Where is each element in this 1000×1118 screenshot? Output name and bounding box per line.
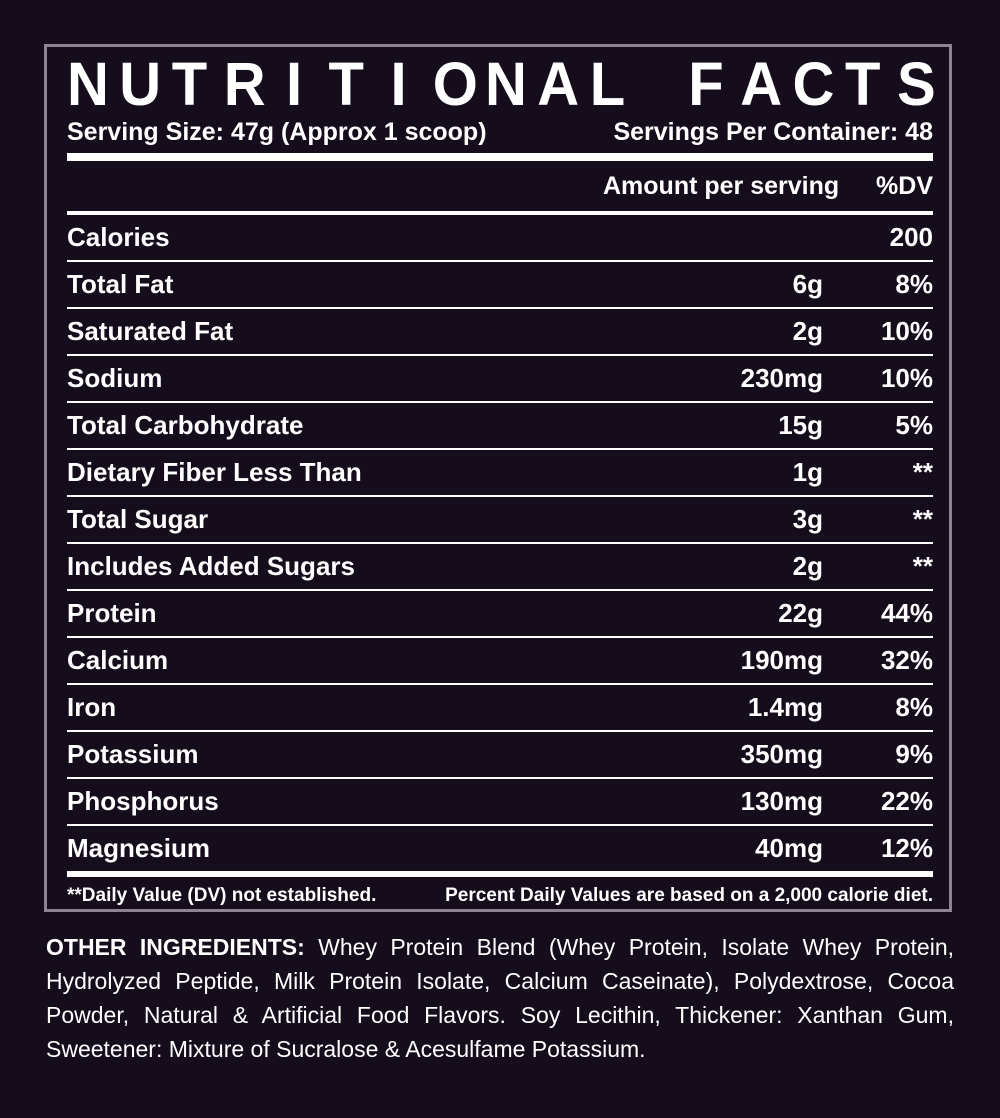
nutrient-row: Phosphorus 130mg 22% <box>67 779 933 826</box>
nutrient-table: Calories 200 Total Fat 6g 8% Saturated Fat 2g 1… <box>67 215 933 877</box>
title-letter: L <box>589 50 626 119</box>
title-letter: T <box>328 50 364 119</box>
nutrient-amount: 40mg <box>755 833 823 863</box>
title-letter: C <box>792 50 835 119</box>
nutrient-daily-value: 10% <box>880 363 933 393</box>
title-letter: T <box>845 50 881 119</box>
title-letter: N <box>67 50 109 119</box>
nutrient-row: Total Fat 6g 8% <box>67 262 933 309</box>
dv-not-established-note: **Daily Value (DV) not established. <box>67 885 377 906</box>
serving-size: Serving Size: 47g (Approx 1 scoop) <box>67 118 487 146</box>
ingredients-text: Whey Protein Blend (Whey Protein, Isolat… <box>46 934 954 1062</box>
nutrient-daily-value: 5% <box>895 410 933 440</box>
title-letter: O <box>432 50 478 119</box>
nutrient-amount: 1g <box>792 457 823 487</box>
nutrient-daily-value: 10% <box>880 316 933 346</box>
nutrient-amount: 2g <box>792 316 823 346</box>
nutrient-row: Calcium 190mg 32% <box>67 638 933 685</box>
column-header-row: Amount per serving %DV <box>67 161 933 215</box>
nutrient-amount: 190mg <box>740 645 823 675</box>
nutrient-amount: 2g <box>792 551 823 581</box>
title-letter: A <box>740 50 783 119</box>
nutrient-amount: 130mg <box>740 786 823 816</box>
nutrient-row: Protein 22g 44% <box>67 591 933 638</box>
title-letter <box>642 51 672 118</box>
daily-value-header: %DV <box>876 171 933 200</box>
nutrient-amount: 22g <box>778 598 823 628</box>
nutrient-daily-value: 44% <box>880 598 933 628</box>
nutrient-amount: 230mg <box>740 363 823 393</box>
nutrient-row: Iron 1.4mg 8% <box>67 685 933 732</box>
nutrient-name: Iron <box>67 692 117 722</box>
nutrient-name: Dietary Fiber Less Than <box>67 457 362 487</box>
nutrient-name: Total Carbohydrate <box>67 410 304 440</box>
nutrient-daily-value: 8% <box>895 692 933 722</box>
title-letter: A <box>537 50 580 119</box>
servings-per-container: Servings Per Container: 48 <box>613 118 933 146</box>
nutrient-daily-value: 12% <box>880 833 933 863</box>
nutrient-row: Sodium 230mg 10% <box>67 356 933 403</box>
nutrient-amount: 1.4mg <box>747 692 823 722</box>
nutrient-name: Includes Added Sugars <box>67 551 355 581</box>
nutrient-name: Saturated Fat <box>67 316 234 346</box>
nutrient-row: Dietary Fiber Less Than 1g ** <box>67 450 933 497</box>
nutrient-row: Magnesium 40mg 12% <box>67 826 933 877</box>
nutrient-daily-value: 8% <box>895 269 933 299</box>
nutrient-daily-value: ** <box>912 551 933 581</box>
nutrient-name: Sodium <box>67 363 163 393</box>
nutrient-daily-value: 9% <box>895 739 933 769</box>
nutrient-daily-value: ** <box>912 504 933 534</box>
nutrient-row: Includes Added Sugars 2g ** <box>67 544 933 591</box>
nutrient-daily-value: 32% <box>880 645 933 675</box>
nutrient-daily-value: 22% <box>880 786 933 816</box>
nutrient-name: Magnesium <box>67 833 211 863</box>
nutrient-row: Calories 200 <box>67 215 933 262</box>
title-letter: T <box>171 50 208 119</box>
ingredients-label: OTHER INGREDIENTS: <box>46 934 305 960</box>
title-letter: R <box>223 50 266 119</box>
nutrient-name: Potassium <box>67 739 199 769</box>
daily-value-basis-note: Percent Daily Values are based on a 2,00… <box>445 885 933 906</box>
nutrient-name: Calories <box>67 222 170 252</box>
other-ingredients: OTHER INGREDIENTS: Whey Protein Blend (W… <box>46 930 954 1066</box>
footnote-row: **Daily Value (DV) not established. Perc… <box>67 877 933 915</box>
nutrient-amount: 3g <box>792 504 823 534</box>
nutrient-name: Protein <box>67 598 157 628</box>
amount-per-serving-header: Amount per serving <box>603 171 840 200</box>
nutrient-name: Total Fat <box>67 269 174 299</box>
nutrient-daily-value: ** <box>912 457 933 487</box>
nutrient-row: Saturated Fat 2g 10% <box>67 309 933 356</box>
title-letter: F <box>688 50 724 119</box>
title-letter: S <box>897 50 936 119</box>
nutrient-name: Phosphorus <box>67 786 219 816</box>
nutrient-name: Total Sugar <box>67 504 209 534</box>
nutrient-amount: 350mg <box>740 739 823 769</box>
nutrient-daily-value: 200 <box>889 222 933 252</box>
serving-info-row: Serving Size: 47g (Approx 1 scoop) Servi… <box>67 117 933 161</box>
nutrient-amount: 6g <box>792 269 823 299</box>
title-letter: I <box>285 50 303 119</box>
nutrient-row: Total Sugar 3g ** <box>67 497 933 544</box>
nutrient-amount: 15g <box>778 410 823 440</box>
title-letter: N <box>485 50 527 119</box>
nutrient-name: Calcium <box>67 645 169 675</box>
title-letter: U <box>119 50 162 119</box>
nutrient-row: Total Carbohydrate 15g 5% <box>67 403 933 450</box>
title-letter: I <box>390 50 407 119</box>
nutrient-row: Potassium 350mg 9% <box>67 732 933 779</box>
